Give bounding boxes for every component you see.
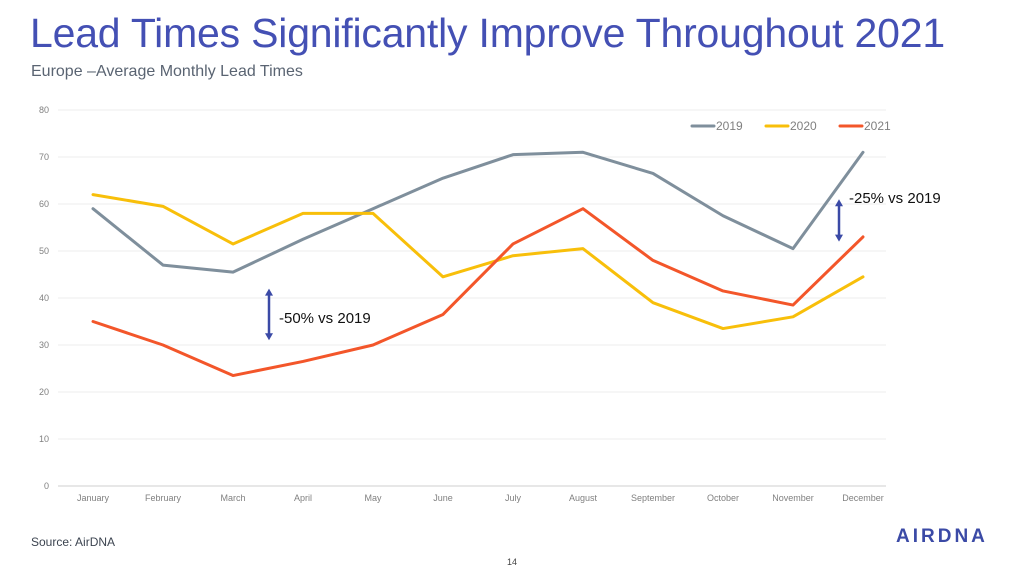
y-tick-label: 10 <box>39 434 49 444</box>
y-tick-label: 50 <box>39 246 49 256</box>
annotation-arrow-head-up <box>265 288 273 296</box>
y-tick-label: 20 <box>39 387 49 397</box>
x-tick-label: December <box>842 493 884 503</box>
x-tick-label: June <box>433 493 453 503</box>
series-line-2020 <box>91 193 865 331</box>
annotation-label: -25% vs 2019 <box>849 190 941 207</box>
source-note: Source: AirDNA <box>31 535 116 549</box>
airdna-logo: AIRDNA <box>896 526 988 547</box>
x-tick-label: February <box>145 493 182 503</box>
x-tick-label: March <box>220 493 245 503</box>
page-number: 14 <box>506 557 517 567</box>
series-line-2019 <box>91 150 865 274</box>
x-tick-label: August <box>569 493 598 503</box>
annotation-arrow-head-down <box>835 234 843 242</box>
chart-subtitle: Europe –Average Monthly Lead Times <box>31 63 303 80</box>
page-title: Lead Times Significantly Improve Through… <box>30 10 945 56</box>
x-tick-label: July <box>505 493 522 503</box>
annotation-arrow-head-up <box>835 199 843 207</box>
legend-label-2019: 2019 <box>716 119 743 133</box>
y-tick-label: 80 <box>39 105 49 115</box>
legend-label-2020: 2020 <box>790 119 817 133</box>
x-tick-label: April <box>294 493 312 503</box>
x-tick-label: May <box>364 493 382 503</box>
x-tick-label: September <box>631 493 675 503</box>
y-tick-label: 70 <box>39 152 49 162</box>
y-tick-label: 0 <box>44 481 49 491</box>
series-line-2021 <box>91 207 865 378</box>
x-tick-label: November <box>772 493 814 503</box>
y-tick-label: 40 <box>39 293 49 303</box>
annotation-arrow-head-down <box>265 333 273 341</box>
y-tick-label: 60 <box>39 199 49 209</box>
legend-label-2021: 2021 <box>864 119 891 133</box>
y-tick-label: 30 <box>39 340 49 350</box>
x-tick-label: October <box>707 493 739 503</box>
x-tick-label: January <box>77 493 110 503</box>
annotation-label: -50% vs 2019 <box>279 310 371 327</box>
